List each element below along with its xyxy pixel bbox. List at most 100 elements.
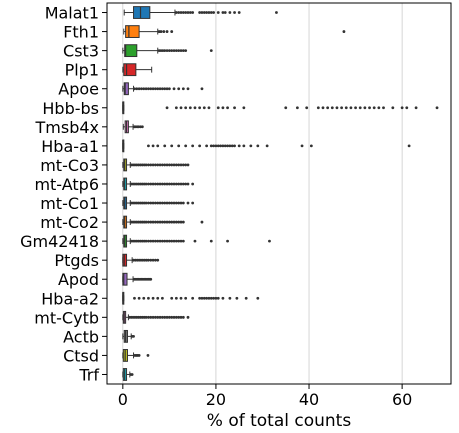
outlier-point xyxy=(188,11,192,14)
outlier-point xyxy=(181,182,185,186)
outlier-point xyxy=(172,49,176,53)
outlier-point xyxy=(165,220,169,224)
outlier-point xyxy=(170,30,174,33)
outlier-point xyxy=(177,87,181,91)
outlier-point xyxy=(174,182,178,186)
outlier-point xyxy=(230,144,234,148)
outlier-point xyxy=(193,106,197,110)
outlier-point xyxy=(349,106,353,110)
outlier-point xyxy=(172,87,176,91)
outlier-point xyxy=(149,258,153,262)
outlier-point xyxy=(163,220,167,224)
box-Trf xyxy=(122,368,134,381)
outlier-point xyxy=(149,201,153,205)
outlier-point xyxy=(198,106,202,110)
outlier-point xyxy=(184,106,188,110)
outlier-point xyxy=(167,201,171,205)
outlier-point xyxy=(156,296,160,300)
box-Hbb-bs xyxy=(122,101,439,115)
outlier-point xyxy=(163,144,167,148)
outlier-point xyxy=(186,163,190,167)
outlier-point xyxy=(191,182,195,186)
outlier-point xyxy=(142,87,146,91)
outlier-point xyxy=(151,144,155,148)
outlier-point xyxy=(165,30,169,33)
outlier-point xyxy=(170,220,174,224)
outlier-point xyxy=(170,144,174,148)
outlier-point xyxy=(133,296,136,300)
outlier-point xyxy=(149,239,153,243)
outlier-point xyxy=(156,239,160,243)
box-mt-Co3 xyxy=(122,158,190,172)
outlier-point xyxy=(193,239,197,243)
outlier-point xyxy=(265,144,269,148)
outlier-point xyxy=(233,106,236,110)
box-Cst3 xyxy=(122,44,213,58)
outlier-point xyxy=(172,315,176,319)
outlier-point xyxy=(181,315,185,319)
outlier-point xyxy=(130,373,134,376)
outlier-point xyxy=(237,11,241,14)
outlier-point xyxy=(147,239,150,243)
outlier-point xyxy=(177,11,181,14)
box-iqr xyxy=(133,6,151,19)
outlier-point xyxy=(200,11,204,14)
outlier-point xyxy=(177,201,181,205)
y-tick-label: Tmsb4x xyxy=(35,118,100,137)
outlier-point xyxy=(147,220,150,224)
outlier-point xyxy=(158,220,162,224)
outlier-point xyxy=(140,87,143,91)
outlier-point xyxy=(163,182,167,186)
outlier-point xyxy=(216,106,220,110)
outlier-point xyxy=(135,87,139,91)
box-iqr xyxy=(124,44,138,58)
outlier-point xyxy=(181,201,185,205)
outlier-point xyxy=(154,87,157,91)
outlier-point xyxy=(435,106,439,110)
outlier-point xyxy=(228,144,232,148)
outlier-point xyxy=(284,106,288,110)
box-iqr xyxy=(123,63,137,77)
outlier-point xyxy=(207,296,211,300)
y-tick-label: mt-Atp6 xyxy=(34,175,99,194)
outlier-point xyxy=(216,144,220,148)
outlier-point xyxy=(163,49,167,53)
outlier-point xyxy=(165,201,169,205)
outlier-point xyxy=(154,182,157,186)
outlier-point xyxy=(149,220,153,224)
outlier-point xyxy=(179,220,183,224)
box-Fth1 xyxy=(123,25,346,38)
box-mt-Co1 xyxy=(122,196,195,210)
outlier-point xyxy=(167,163,171,167)
outlier-point xyxy=(407,144,411,148)
outlier-point xyxy=(137,296,141,300)
outlier-point xyxy=(368,106,371,110)
outlier-point xyxy=(158,315,162,319)
grid-lines xyxy=(122,3,403,384)
outlier-point xyxy=(342,30,346,33)
outlier-point xyxy=(177,163,181,167)
outlier-point xyxy=(163,315,167,319)
outlier-point xyxy=(205,144,209,148)
outlier-point xyxy=(137,87,141,91)
outlier-point xyxy=(191,296,195,300)
outlier-point xyxy=(165,163,169,167)
outlier-point xyxy=(151,239,155,243)
outlier-point xyxy=(181,11,185,14)
outlier-point xyxy=(330,106,334,110)
outlier-point xyxy=(151,182,155,186)
outlier-point xyxy=(151,258,155,262)
outlier-point xyxy=(242,106,246,110)
outlier-point xyxy=(186,182,190,186)
outlier-point xyxy=(151,296,155,300)
outlier-point xyxy=(181,239,185,243)
outlier-point xyxy=(144,220,148,224)
outlier-point xyxy=(144,182,148,186)
outlier-point xyxy=(151,315,155,319)
outlier-point xyxy=(400,106,404,110)
box-Plp1 xyxy=(122,63,153,77)
outlier-point xyxy=(221,296,225,300)
outlier-point xyxy=(144,163,148,167)
box-series xyxy=(122,6,439,381)
outlier-point xyxy=(147,258,150,262)
